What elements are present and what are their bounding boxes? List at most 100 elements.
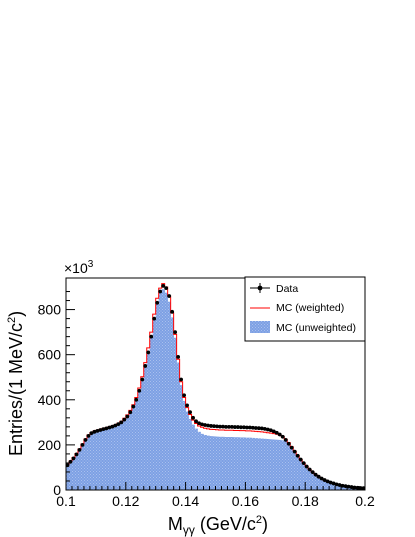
- data-point: [101, 427, 106, 432]
- mc-unweighted-bar: [155, 302, 159, 490]
- data-point: [322, 478, 327, 482]
- mc-unweighted-bar: [227, 437, 231, 490]
- data-point: [218, 424, 222, 429]
- y-axis-multiplier: ×103: [64, 259, 94, 276]
- mc-unweighted-bar: [92, 432, 97, 490]
- legend-entry-mc-unweighted: MC (unweighted): [250, 321, 356, 334]
- data-point: [197, 421, 201, 426]
- mc-unweighted-bar: [332, 483, 336, 490]
- data-point: [295, 453, 300, 458]
- data-point: [131, 404, 136, 409]
- mc-unweighted-bar: [185, 411, 189, 490]
- mc-unweighted-bar: [143, 367, 148, 490]
- data-point: [274, 430, 279, 435]
- mc-unweighted-bar: [122, 420, 127, 490]
- mc-unweighted-bar: [323, 480, 327, 490]
- mc-unweighted-bar: [245, 437, 249, 490]
- data-point: [212, 424, 216, 429]
- mc-unweighted-bar: [95, 431, 100, 490]
- data-point: [206, 423, 210, 428]
- data-point: [331, 481, 336, 486]
- data-point: [98, 428, 103, 432]
- data-point: [65, 463, 70, 468]
- data-point: [95, 429, 100, 433]
- mc-unweighted-bar: [326, 481, 330, 490]
- data-point: [325, 479, 330, 484]
- mc-unweighted-bar: [98, 430, 103, 490]
- mc-unweighted-bar: [230, 437, 234, 490]
- data-point: [256, 426, 261, 431]
- mc-unweighted-bar: [239, 437, 243, 490]
- mc-unweighted-bar: [335, 484, 339, 490]
- data-point: [230, 424, 234, 429]
- mc-unweighted-bar: [248, 437, 252, 490]
- data-point: [77, 447, 82, 452]
- x-tick-label: 0.2: [355, 493, 375, 509]
- mc-unweighted-bar: [170, 317, 174, 490]
- data-point: [319, 476, 324, 481]
- mc-unweighted-bar: [290, 447, 294, 490]
- data-point: [313, 472, 318, 477]
- legend-data-marker: [257, 285, 263, 291]
- mc-unweighted-bar: [182, 400, 186, 490]
- data-point: [286, 441, 291, 446]
- data-point: [176, 355, 181, 359]
- data-point: [194, 419, 198, 424]
- mc-unweighted-bar: [218, 436, 222, 490]
- data-point: [137, 388, 142, 393]
- data-point: [361, 486, 366, 491]
- mc-unweighted-bar: [77, 449, 82, 490]
- mc-unweighted-bar: [188, 418, 192, 490]
- data-point: [134, 397, 139, 402]
- data-point: [239, 425, 243, 430]
- data-point: [310, 470, 315, 475]
- data-point: [280, 434, 285, 439]
- mc-unweighted-bar: [200, 433, 204, 490]
- data-point: [352, 485, 357, 490]
- data-point: [304, 464, 309, 469]
- data-point: [164, 286, 169, 291]
- data-point: [107, 425, 112, 430]
- mc-unweighted-bar: [80, 444, 85, 490]
- mc-unweighted-bar: [161, 289, 165, 490]
- mc-unweighted-bar: [173, 337, 177, 490]
- data-point: [203, 423, 207, 427]
- mc-unweighted-bar: [296, 455, 300, 490]
- mc-unweighted-bar: [128, 413, 133, 490]
- mc-unweighted-bar: [236, 437, 240, 490]
- data-point: [301, 461, 306, 466]
- mc-unweighted-bar: [176, 362, 180, 490]
- mc-unweighted-bar: [113, 426, 118, 490]
- mc-unweighted-bar: [302, 463, 306, 490]
- mc-unweighted-bar: [278, 439, 282, 490]
- mc-unweighted-bar: [299, 459, 303, 490]
- data-point: [146, 350, 151, 355]
- data-point: [158, 289, 163, 294]
- data-point: [86, 433, 91, 438]
- data-point: [122, 417, 127, 422]
- mc-unweighted-bar: [212, 436, 216, 490]
- data-point: [71, 456, 76, 461]
- data-point: [247, 425, 252, 430]
- mc-unweighted-bar: [158, 292, 162, 490]
- mc-unweighted-bar: [134, 400, 139, 490]
- mc-unweighted-bar: [314, 474, 318, 490]
- data-point: [346, 484, 351, 489]
- mc-unweighted-bar: [260, 438, 264, 490]
- x-tick-label: 0.18: [292, 493, 319, 509]
- mc-unweighted-bar: [197, 431, 201, 490]
- mc-unweighted-bar: [164, 292, 168, 490]
- data-point: [89, 431, 94, 436]
- mc-unweighted-bar: [89, 433, 94, 490]
- mc-unweighted-bar: [71, 458, 76, 490]
- mc-unweighted-bar: [242, 437, 246, 490]
- data-point: [271, 429, 276, 434]
- y-tick-label: 200: [38, 437, 62, 453]
- data-point: [221, 424, 225, 429]
- mc-unweighted-bar: [272, 439, 276, 490]
- y-tick-label: 800: [38, 302, 62, 318]
- data-point: [349, 485, 354, 489]
- data-point: [343, 484, 348, 489]
- data-point: [277, 432, 282, 437]
- data-point: [227, 424, 231, 429]
